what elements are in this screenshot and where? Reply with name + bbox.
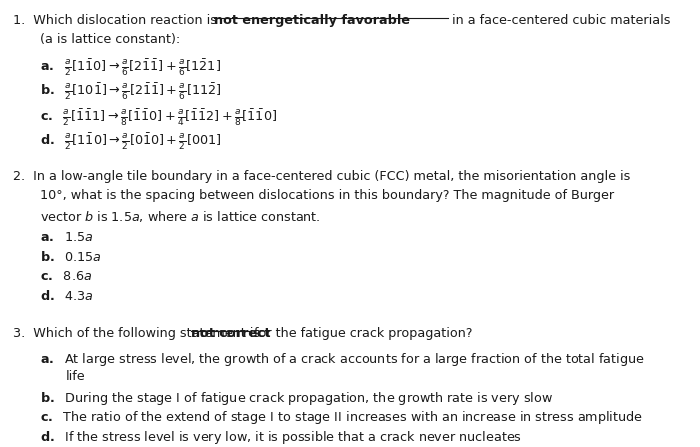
Text: $\mathbf{a.}$  1.5$a$: $\mathbf{a.}$ 1.5$a$ — [41, 231, 94, 244]
Text: $\mathbf{a.}$  At large stress level, the growth of a crack accounts for a large: $\mathbf{a.}$ At large stress level, the… — [41, 350, 645, 367]
Text: $\mathbf{b.}$  During the stage I of fatigue crack propagation, the growth rate : $\mathbf{b.}$ During the stage I of fati… — [41, 390, 553, 407]
Text: not energetically favorable: not energetically favorable — [214, 14, 410, 27]
Text: life: life — [66, 370, 86, 383]
Text: vector $b$ is 1.5$a$, where $a$ is lattice constant.: vector $b$ is 1.5$a$, where $a$ is latti… — [41, 209, 321, 224]
Text: $\mathbf{c.}$  8.6$a$: $\mathbf{c.}$ 8.6$a$ — [41, 270, 92, 283]
Text: (a is lattice constant):: (a is lattice constant): — [41, 33, 181, 46]
Text: $\mathbf{a.}$  $\frac{a}{2}[1\bar{1}0] \rightarrow \frac{a}{6}[2\bar{1}\bar{1}] : $\mathbf{a.}$ $\frac{a}{2}[1\bar{1}0] \r… — [41, 58, 221, 78]
Text: $\mathbf{d.}$  4.3$a$: $\mathbf{d.}$ 4.3$a$ — [41, 290, 94, 304]
Text: in a face-centered cubic materials: in a face-centered cubic materials — [448, 14, 671, 27]
Text: $\mathbf{b.}$  $\frac{a}{2}[10\bar{1}] \rightarrow \frac{a}{6}[2\bar{1}\bar{1}] : $\mathbf{b.}$ $\frac{a}{2}[10\bar{1}] \r… — [41, 82, 222, 102]
Text: $\mathbf{c.}$  $\frac{a}{2}[\bar{1}\bar{1}1] \rightarrow \frac{a}{8}[\bar{1}\bar: $\mathbf{c.}$ $\frac{a}{2}[\bar{1}\bar{1… — [41, 107, 277, 128]
Text: $\mathbf{d.}$  If the stress level is very low, it is possible that a crack neve: $\mathbf{d.}$ If the stress level is ver… — [41, 429, 522, 446]
Text: $\mathbf{d.}$  $\frac{a}{2}[1\bar{1}0] \rightarrow \frac{a}{2}[0\bar{1}0] + \fra: $\mathbf{d.}$ $\frac{a}{2}[1\bar{1}0] \r… — [41, 132, 222, 152]
Text: 10°, what is the spacing between dislocations in this boundary? The magnitude of: 10°, what is the spacing between disloca… — [41, 189, 615, 202]
Text: for the fatigue crack propagation?: for the fatigue crack propagation? — [251, 327, 472, 340]
Text: 2.  In a low-angle tile boundary in a face-centered cubic (FCC) metal, the misor: 2. In a low-angle tile boundary in a fac… — [13, 169, 631, 183]
Text: $\mathbf{c.}$  The ratio of the extend of stage I to stage II increases with an : $\mathbf{c.}$ The ratio of the extend of… — [41, 409, 643, 426]
Text: 3.  Which of the following statement is: 3. Which of the following statement is — [13, 327, 265, 340]
Text: $\mathbf{b.}$  0.15$a$: $\mathbf{b.}$ 0.15$a$ — [41, 250, 102, 265]
Text: not correct: not correct — [191, 327, 270, 340]
Text: 1.  Which dislocation reaction is: 1. Which dislocation reaction is — [13, 14, 221, 27]
